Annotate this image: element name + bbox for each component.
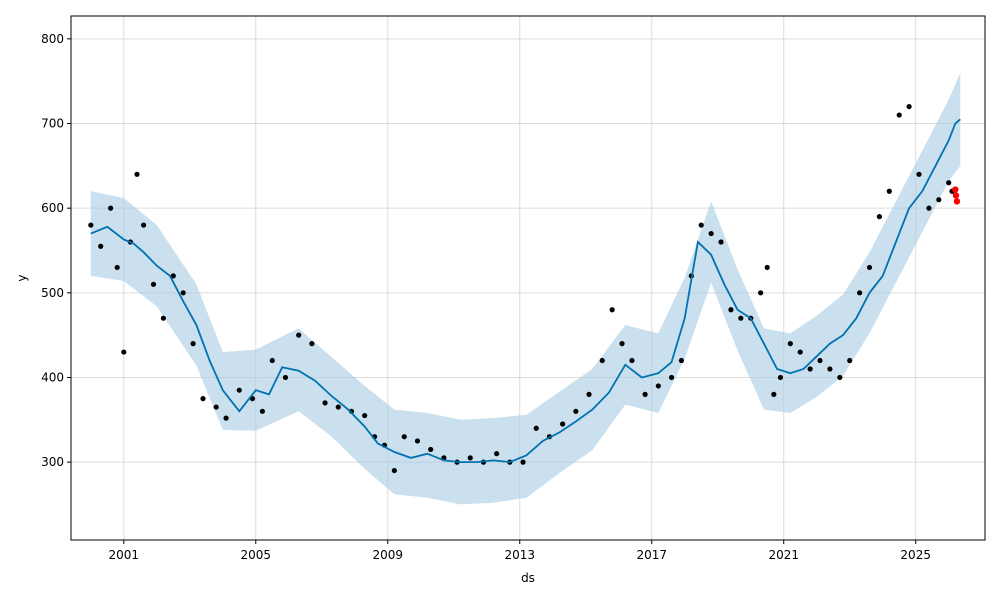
- observed-point: [787, 341, 793, 347]
- x-tick-label: 2017: [636, 548, 667, 562]
- observed-point: [322, 400, 328, 406]
- observed-point: [391, 467, 397, 474]
- x-axis-label: ds: [521, 571, 535, 585]
- observed-point: [758, 290, 764, 296]
- observed-point: [718, 239, 724, 245]
- observed-point: [467, 455, 473, 461]
- x-tick-label: 2021: [768, 548, 799, 562]
- observed-point: [573, 408, 579, 414]
- y-axis-ticks: 300 400 500 600 700 800: [41, 32, 71, 469]
- observed-point: [857, 290, 863, 296]
- observed-point: [738, 315, 744, 321]
- y-tick-label: 400: [41, 370, 64, 384]
- observed-point: [335, 404, 341, 410]
- observed-point: [797, 349, 803, 355]
- uncertainty-band-layer: [90, 72, 961, 505]
- uncertainty-band: [90, 72, 961, 505]
- observed-point: [886, 188, 892, 194]
- observed-point: [619, 341, 625, 347]
- observed-point: [807, 366, 813, 372]
- observed-point: [771, 391, 777, 397]
- observed-point: [269, 357, 275, 364]
- highlight-point: [953, 198, 961, 205]
- observed-point: [190, 341, 196, 347]
- observed-point: [668, 374, 675, 381]
- observed-point: [259, 408, 265, 414]
- observed-point: [560, 421, 566, 427]
- y-tick-label: 300: [41, 455, 64, 469]
- highlight-point: [952, 192, 960, 199]
- observed-point: [213, 404, 219, 410]
- x-tick-label: 2005: [241, 548, 272, 562]
- forecast-line-layer: [90, 118, 961, 464]
- observed-point: [609, 307, 615, 313]
- observed-point: [170, 273, 176, 279]
- observed-point: [847, 357, 853, 364]
- observed-point: [88, 222, 94, 228]
- plot-frame: [70, 15, 986, 541]
- observed-point: [114, 264, 120, 271]
- observed-point: [827, 366, 833, 372]
- observed-point: [428, 446, 434, 453]
- y-tick-label: 500: [41, 286, 64, 300]
- observed-point: [926, 205, 932, 211]
- observed-point: [520, 459, 526, 465]
- observed-point: [728, 307, 734, 313]
- y-tick-label: 700: [41, 117, 64, 131]
- observed-point: [866, 264, 873, 271]
- observed-point: [140, 222, 147, 228]
- x-tick-label: 2001: [109, 548, 140, 562]
- observed-point: [296, 332, 302, 338]
- observed-point: [282, 374, 289, 381]
- observed-point: [837, 374, 843, 381]
- observed-point: [533, 425, 539, 431]
- observed-point: [629, 357, 635, 364]
- x-tick-label: 2013: [504, 548, 535, 562]
- observed-point: [916, 171, 922, 177]
- observed-point: [946, 180, 952, 186]
- observed-point: [896, 112, 902, 118]
- observed-point: [180, 290, 186, 296]
- observed-point: [223, 415, 229, 421]
- observed-point: [160, 315, 166, 321]
- x-tick-label: 2025: [900, 548, 931, 562]
- observed-point: [586, 391, 592, 397]
- forecast-line: [90, 118, 961, 464]
- observed-point: [708, 230, 714, 237]
- observed-point: [494, 451, 500, 457]
- observed-point: [200, 396, 206, 402]
- observed-point: [362, 412, 368, 419]
- observed-point: [777, 374, 784, 381]
- observed-point: [98, 243, 104, 249]
- observed-point: [678, 357, 685, 364]
- observed-point: [401, 434, 407, 440]
- y-tick-label: 800: [41, 32, 64, 46]
- observed-point: [655, 383, 661, 389]
- y-tick-label: 600: [41, 201, 64, 215]
- observed-point: [642, 391, 648, 397]
- observed-point: [906, 103, 912, 110]
- y-axis-label: y: [15, 274, 29, 281]
- grid-layer: [71, 16, 985, 540]
- observed-point: [236, 387, 242, 393]
- observed-point: [134, 171, 140, 177]
- highlight-point: [952, 186, 959, 193]
- observed-point: [150, 281, 157, 287]
- observed-point: [876, 214, 883, 220]
- observed-point: [107, 205, 114, 211]
- observed-point: [121, 349, 127, 355]
- observed-point: [936, 197, 942, 203]
- observed-point: [414, 438, 421, 444]
- highlight-points-layer: [952, 186, 961, 205]
- observed-point: [599, 357, 605, 364]
- observed-point: [309, 341, 315, 347]
- observed-point: [764, 264, 770, 271]
- x-tick-label: 2009: [372, 548, 403, 562]
- observed-point: [698, 222, 704, 228]
- x-axis-ticks: 2001 2005 2009 2013 2017 2021 2025: [109, 540, 931, 562]
- observed-point: [817, 357, 823, 364]
